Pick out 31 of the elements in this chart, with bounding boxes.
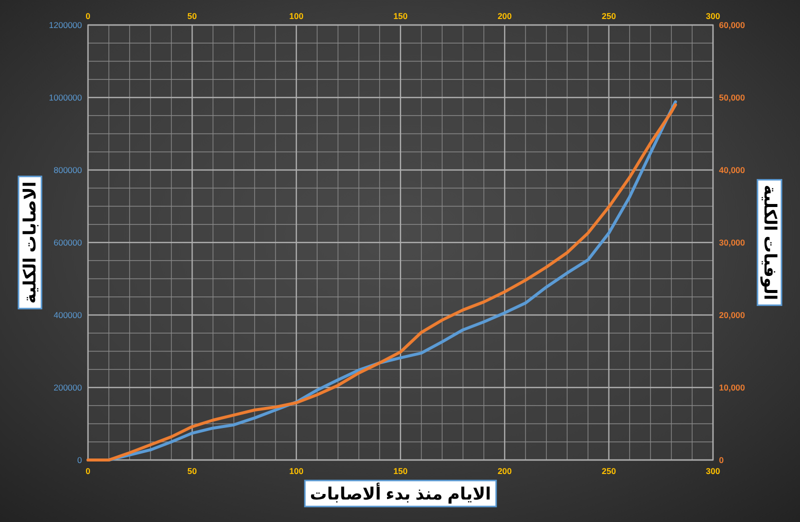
x-axis-title: الايام منذ بدء ألاصابات	[310, 482, 492, 504]
y2-tick-label: 10,000	[719, 382, 746, 392]
y2-tick-label: 0	[719, 455, 724, 465]
y2-tick-label: 40,000	[719, 165, 746, 175]
x2-tick-label: 0	[86, 466, 91, 476]
x-tick-label: 250	[602, 11, 616, 21]
y2-tick-label: 60,000	[719, 20, 746, 30]
y2-tick-label: 50,000	[719, 92, 746, 102]
y2-axis-title: الوفيات الكلية	[760, 184, 780, 300]
y-axis-title: الاصابات الكلية	[20, 181, 40, 304]
y-tick-label: 1000000	[48, 92, 82, 102]
y-tick-label: 0	[77, 455, 82, 465]
y2-tick-label: 20,000	[719, 310, 746, 320]
x2-tick-label: 250	[602, 466, 616, 476]
y-tick-label: 200000	[54, 382, 82, 392]
x-tick-label: 150	[393, 11, 408, 21]
x2-tick-label: 50	[187, 466, 198, 476]
x-tick-label: 0	[86, 11, 91, 21]
x-tick-label: 200	[498, 11, 512, 21]
x2-tick-label: 100	[289, 466, 304, 476]
x-tick-label: 300	[706, 11, 720, 21]
y2-tick-label: 30,000	[719, 238, 746, 248]
x2-tick-label: 200	[498, 466, 512, 476]
y-tick-label: 400000	[54, 310, 82, 320]
x-tick-label: 50	[187, 11, 198, 21]
y-tick-label: 1200000	[48, 20, 82, 30]
x2-tick-label: 300	[706, 466, 720, 476]
y-tick-label: 600000	[54, 238, 82, 248]
x-tick-label: 100	[289, 11, 304, 21]
x2-tick-label: 150	[393, 466, 408, 476]
y-tick-label: 800000	[54, 165, 82, 175]
